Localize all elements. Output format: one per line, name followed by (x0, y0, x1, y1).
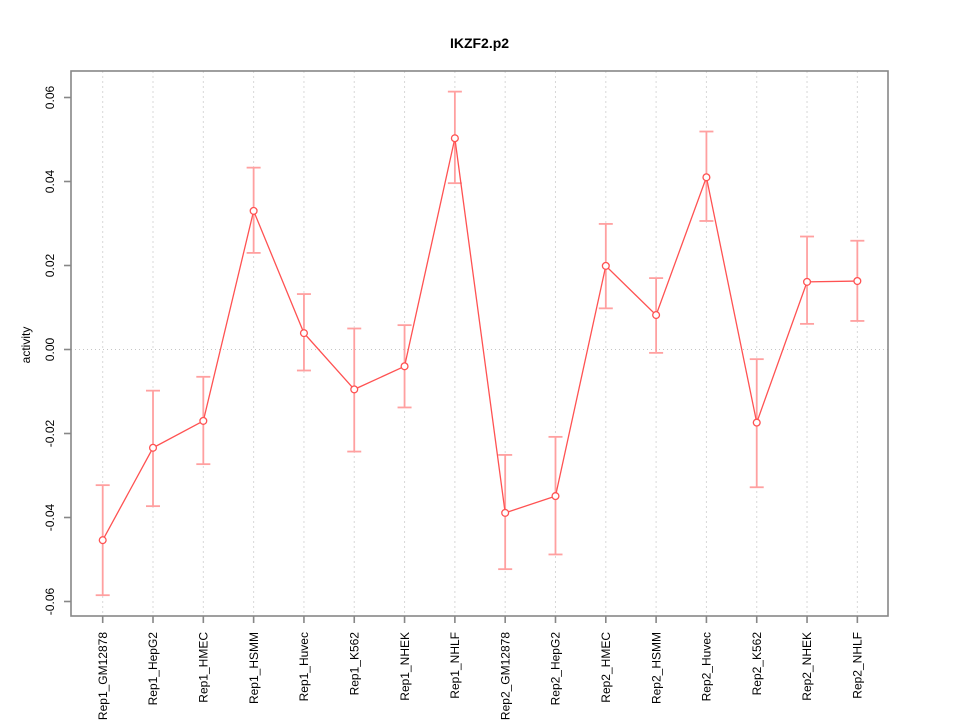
y-axis: -0.06 -0.04 -0.02 0.00 0.02 0.04 0.06 (43, 85, 71, 615)
y-tick-label: -0.02 (43, 420, 57, 448)
y-tick-label: 0.04 (43, 169, 57, 193)
x-tick-label: Rep1_HepG2 (146, 632, 160, 706)
x-tick-label: Rep1_NHEK (398, 632, 412, 701)
data-point (450, 134, 459, 143)
data-point (601, 261, 610, 270)
data-point (853, 276, 862, 286)
x-tick-label: Rep2_Huvec (700, 632, 714, 701)
x-tick-label: Rep1_HMEC (197, 632, 211, 703)
data-point (400, 362, 409, 371)
data-point (551, 492, 560, 501)
y-tick-label: -0.06 (43, 588, 57, 616)
data-point (802, 277, 812, 286)
data-point (350, 385, 359, 394)
data-point (299, 329, 308, 338)
x-tick-label: Rep1_NHLF (448, 632, 462, 699)
x-tick-label: Rep1_GM12878 (96, 632, 110, 720)
data-point (752, 418, 761, 427)
x-tick-label: Rep2_GM12878 (498, 632, 512, 720)
data-points (98, 134, 862, 545)
data-point (652, 311, 661, 320)
x-tick-label: Rep2_HSMM (649, 632, 663, 704)
x-axis: Rep1_GM12878 Rep1_HepG2 Rep1_HMEC Rep1_HSMM… (96, 616, 865, 720)
y-tick-label: 0.02 (43, 253, 57, 277)
data-point (501, 508, 510, 517)
x-tick-label: Rep2_HMEC (599, 632, 613, 703)
data-point (98, 536, 107, 545)
error-bars (95, 90, 865, 597)
series-line (102, 138, 858, 541)
x-tick-label: Rep2_HepG2 (549, 632, 563, 706)
y-tick-label: 0.00 (43, 337, 57, 361)
x-tick-label: Rep1_K562 (347, 632, 361, 696)
data-point (702, 173, 711, 182)
x-tick-label: Rep1_Huvec (297, 632, 311, 701)
y-tick-label: 0.06 (43, 85, 57, 109)
data-point (148, 443, 158, 452)
data-point (249, 206, 258, 215)
x-tick-label: Rep1_HSMM (247, 632, 261, 704)
x-tick-label: Rep2_NHEK (800, 632, 814, 701)
gridlines (102, 71, 858, 616)
data-point (199, 416, 208, 425)
x-tick-label: Rep2_NHLF (851, 632, 865, 699)
y-tick-label: -0.04 (43, 504, 57, 532)
x-tick-label: Rep2_K562 (750, 632, 764, 696)
chart-title: IKZF2.p2 (449, 35, 510, 51)
plot-box (70, 70, 889, 617)
